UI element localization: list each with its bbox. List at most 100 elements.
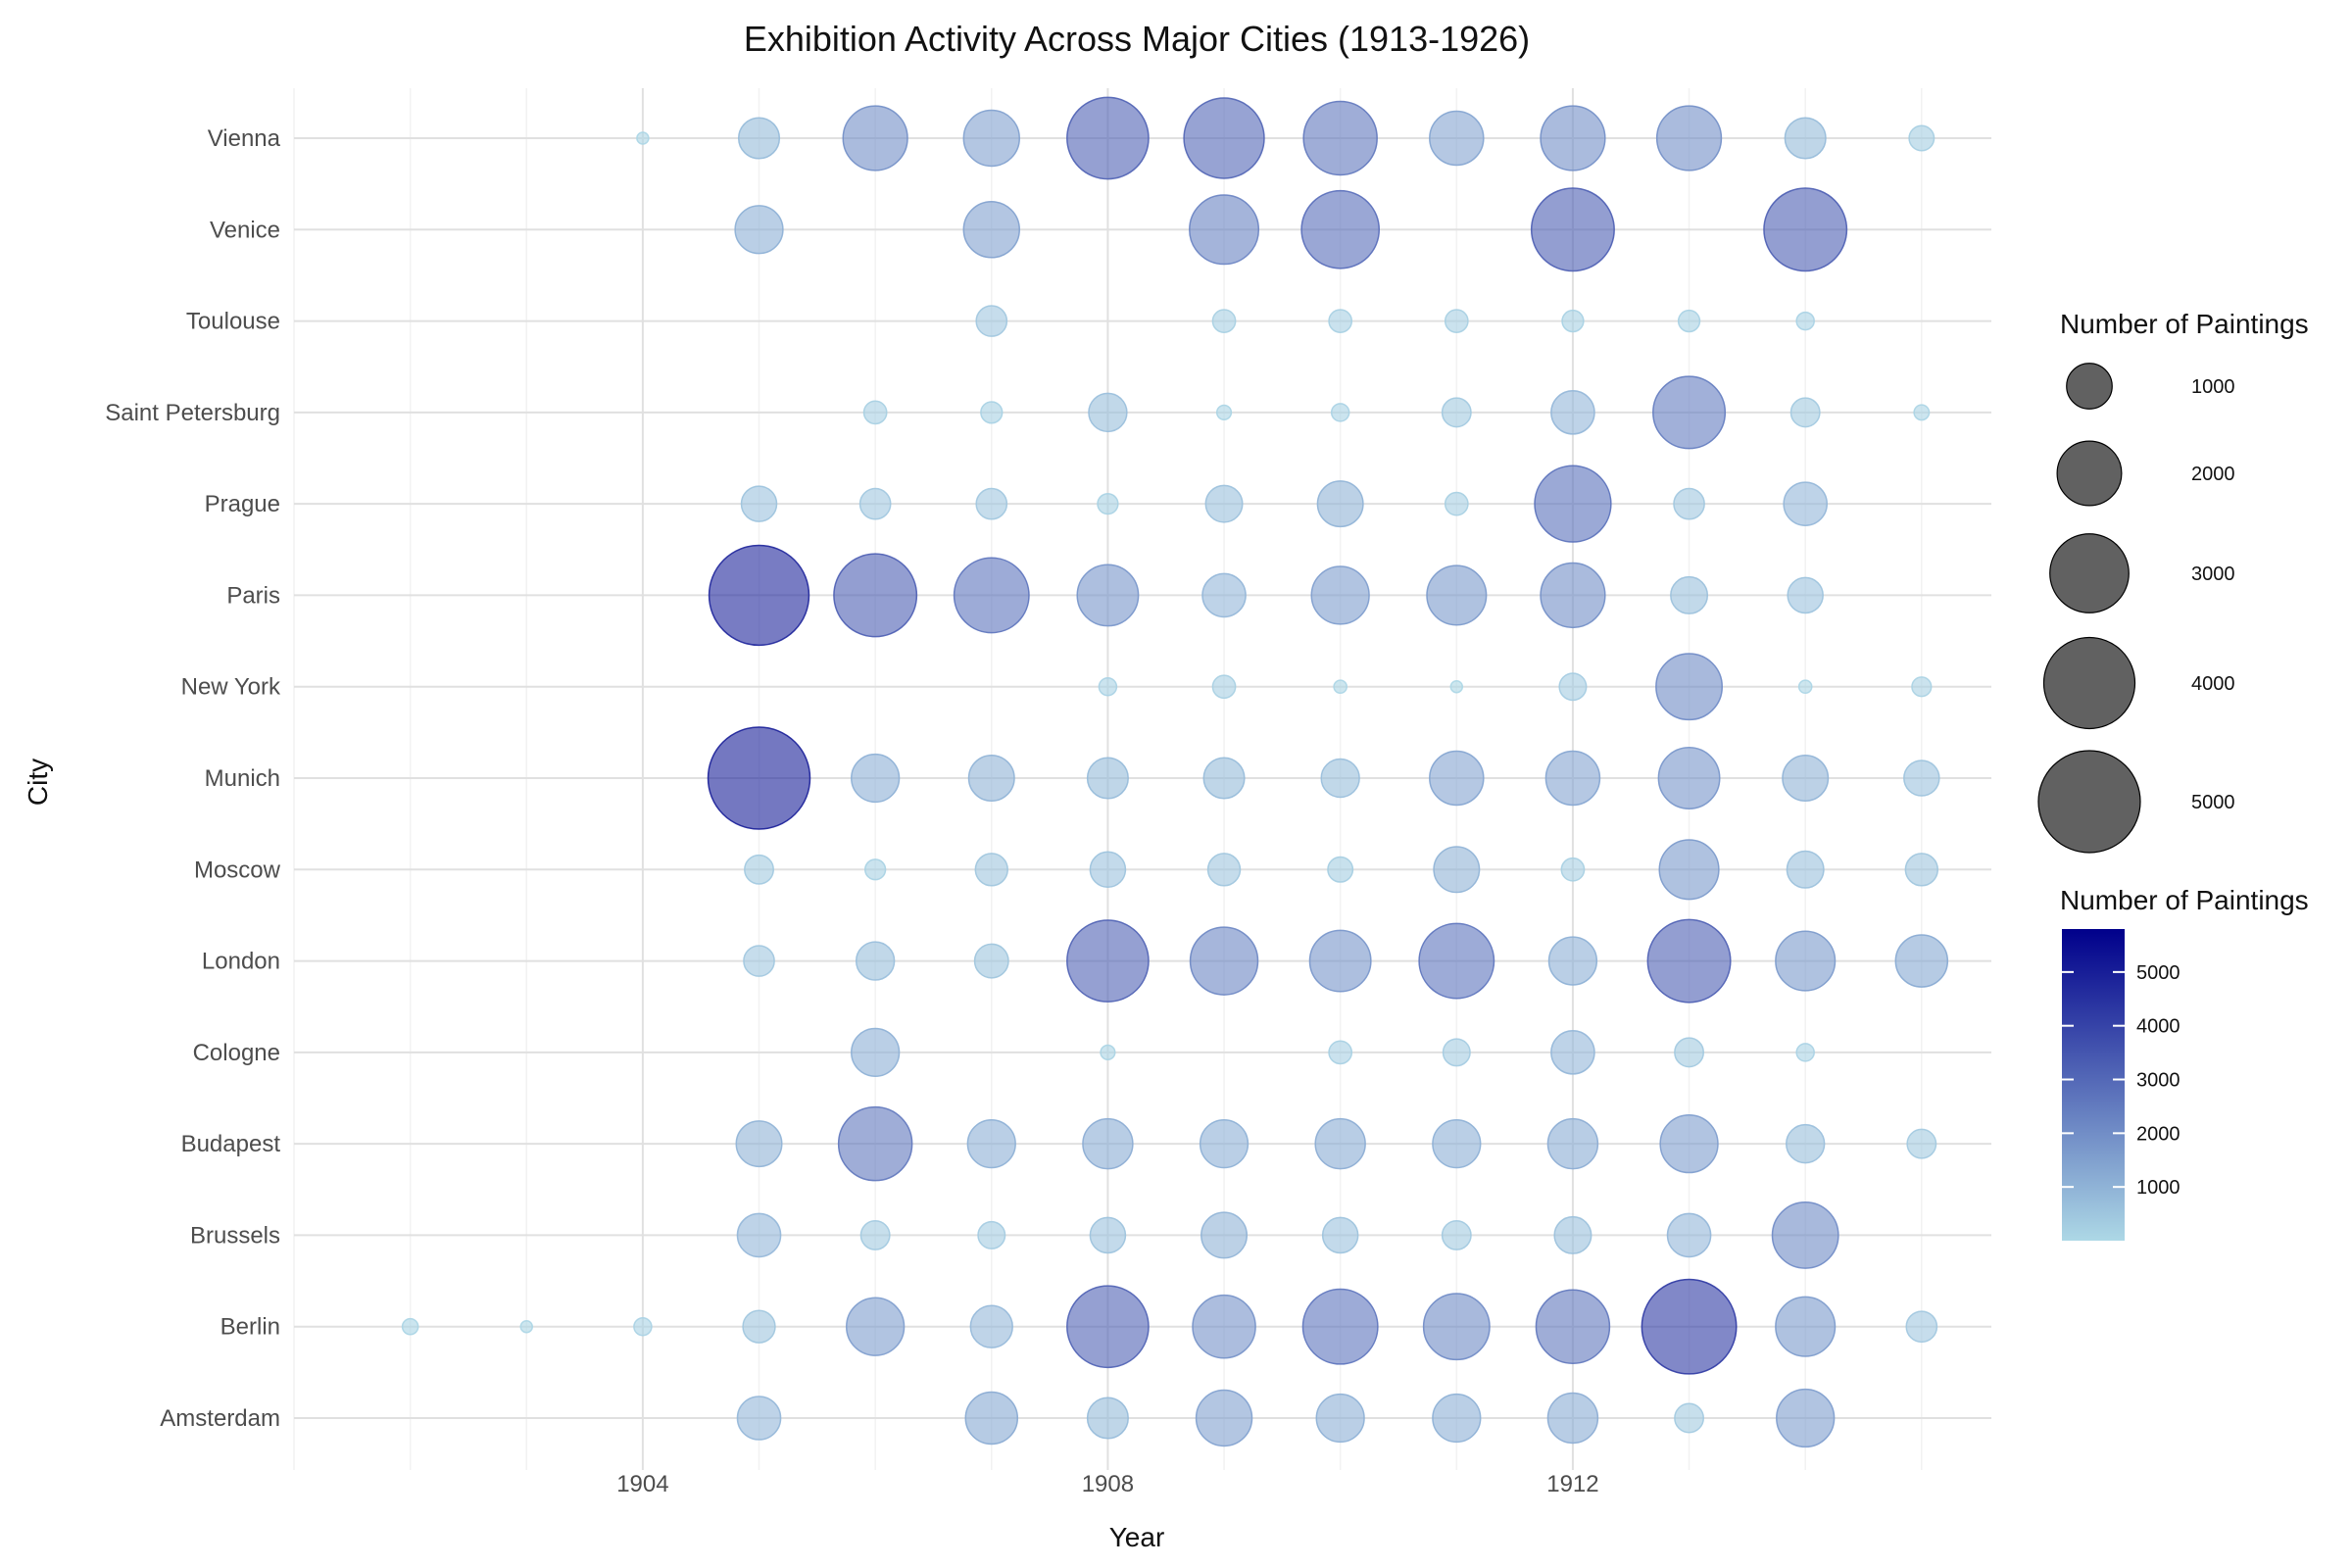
y-tick-label: Venice [210,217,280,243]
bubble-point [736,1212,782,1258]
bubble-point [1202,757,1246,800]
y-tick-label: Cologne [193,1040,280,1066]
bubble-point [1201,572,1247,618]
bubble-point [1192,1294,1256,1359]
bubble-point [862,400,888,425]
bubble-point [1204,484,1244,523]
bubble-point [1195,1389,1253,1447]
chart-title: Exhibition Activity Across Major Cities … [744,19,1530,59]
bubble-point [1795,1043,1815,1062]
size-legend-label: 4000 [2191,673,2235,695]
bubble-point [1441,1219,1472,1250]
bubble-point [1442,1038,1471,1067]
colorbar-label: 3000 [2136,1070,2180,1092]
bubble-point [1330,403,1350,422]
bubble-point [1666,1212,1712,1258]
bubble-point [962,201,1021,259]
bubble-point [1894,934,1949,988]
grid [293,88,1991,1470]
bubble-point [1550,390,1595,435]
bubble-point [740,485,778,522]
size-legend-key [2037,750,2141,854]
bubble-point [973,943,1009,979]
bubble-point [851,753,901,804]
size-legend-key [2066,363,2113,410]
y-tick-label: Saint Petersburg [105,400,280,426]
bubble-point [1546,1392,1599,1445]
bubble-point [1433,846,1481,894]
size-legend-key [2042,636,2136,730]
bubble-point [707,726,811,830]
bubble-point [967,754,1015,803]
bubble-point [1418,922,1495,1000]
bubble-point [1089,851,1127,889]
bubble-point [1088,392,1128,433]
bubble-point [1558,672,1588,702]
bubble-point [1432,1119,1482,1169]
bubble-point [735,1120,783,1168]
bubble-point [833,553,918,638]
bubble-point [1183,97,1265,179]
bubble-point [1328,309,1353,333]
size-legend-label: 3000 [2191,564,2235,585]
bubble-point [742,1309,776,1344]
y-axis-title: City [23,759,53,806]
y-tick-label: Berlin [220,1314,280,1341]
y-axis-ticks: Amsterdam Berlin Brussels Budapest Cologne Lo… [105,125,281,1432]
colorbar-label: 5000 [2136,962,2180,984]
bubble-point [1540,562,1606,629]
bubble-point [859,1219,891,1250]
x-tick-label: 1912 [1546,1471,1598,1497]
bubble-point [1316,480,1364,528]
colorbar-label: 2000 [2136,1123,2180,1145]
y-tick-label: Vienna [208,125,281,152]
bubble-point [1903,760,1940,797]
bubble-point [975,305,1008,337]
bubble-point [1076,564,1140,627]
bubble-point [1321,1216,1359,1254]
bubble-point [1066,1285,1150,1369]
bubble-point [1444,491,1469,516]
bubble-point [953,557,1030,634]
bubble-point [401,1317,419,1336]
bubble-point [736,1396,782,1441]
bubble-point [1200,1211,1249,1259]
bubble-point [1673,487,1705,520]
bubble-point [851,1027,901,1077]
size-legend-label: 5000 [2191,792,2235,813]
bubble-point [1655,105,1723,172]
x-tick-label: 1908 [1082,1471,1134,1497]
x-axis-ticks: 1904 1908 1912 [616,1471,1598,1497]
bubble-point [1540,105,1606,172]
bubble-point [1302,100,1378,176]
bubble-point [1301,1288,1379,1365]
bubble-point [1066,96,1150,180]
size-legend-key [2056,440,2123,507]
bubble-point [1300,189,1381,270]
bubble-point [1189,926,1259,996]
bubble-point [1215,404,1233,420]
bubble-point [1655,653,1724,721]
y-tick-label: New York [181,674,281,701]
size-legend: Number of Paintings 1000 2000 3000 4000 5000 [2037,309,2309,854]
bubble-point [1783,481,1829,526]
bubble-point [1776,1388,1836,1448]
bubble-point [1550,1030,1595,1075]
bubble-point [980,401,1004,424]
bubble-point [966,1119,1016,1169]
bubble-point [1206,853,1242,887]
bubble-point [734,205,784,255]
bubble-point [1211,674,1237,700]
bubble-point [1659,1113,1719,1174]
bubble-point [633,1316,653,1337]
bubble-point [1327,856,1354,883]
bubble-point [864,858,887,881]
bubble-point [1320,758,1360,799]
bubble-point [837,1105,913,1182]
bubble-point [1189,194,1260,266]
y-tick-label: Paris [226,582,280,609]
bubble-point [1422,1293,1491,1361]
bubble-point [1199,1119,1250,1169]
bubble-point [977,1220,1006,1250]
